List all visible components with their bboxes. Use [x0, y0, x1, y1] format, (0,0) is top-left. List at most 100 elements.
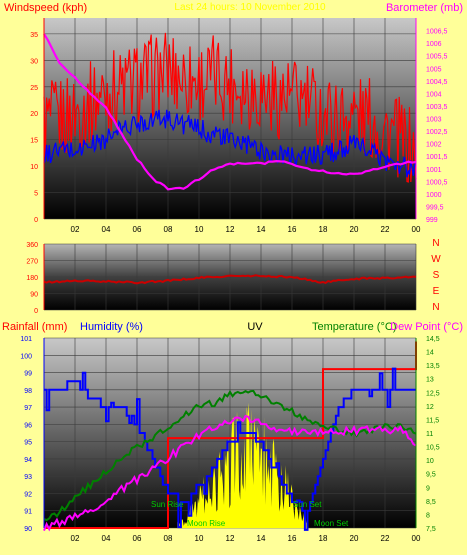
rainfall-axis-label: Rainfall (mm) [2, 321, 67, 333]
sun-set-annotation: Sun Set [293, 500, 322, 509]
average-speed-line [43, 109, 417, 178]
compass-label: W [431, 254, 441, 265]
temperature-y-tick-label: 8,5 [426, 499, 436, 506]
moon-set-annotation: Moon Set [314, 519, 349, 528]
dewpoint-axis-label: Dew Point (°C) [390, 321, 463, 333]
barometer-axis-label: Barometer (mb) [386, 2, 463, 14]
barometer-y-tick-label: 1004 [426, 91, 442, 98]
humidity-x-tick-label: 08 [164, 534, 173, 543]
direction-y-tick-label: 270 [26, 259, 38, 266]
humidity-x-tick-label: 18 [319, 534, 328, 543]
wind-y-tick-label: 25 [30, 85, 38, 92]
temperature-y-tick-label: 9 [426, 485, 430, 492]
humidity-line [44, 367, 416, 531]
humidity-x-tick-label: 06 [133, 534, 142, 543]
barometer-y-tick-label: 1002 [426, 142, 442, 149]
humidity-y-tick-label: 101 [20, 336, 32, 343]
wind-x-ticks: 02 04 06 08 10 12 14 16 18 20 22 00 [71, 225, 421, 234]
temperature-y-tick-label: 14 [426, 350, 434, 357]
temperature-y-tick-label: 11 [426, 431, 433, 438]
moon-rise-annotation: Moon Rise [187, 519, 226, 528]
direction-series [43, 274, 417, 285]
windspeed-axis-label: Windspeed (kph) [4, 2, 87, 14]
compass-label: N [432, 238, 439, 249]
temperature-y-tick-label: 13,5 [426, 363, 440, 370]
barometer-y-tick-label: 1001,5 [426, 154, 448, 161]
humidity-y-ticks: 90 91 92 93 94 95 96 97 98 99 100 101 [20, 336, 32, 533]
wind-direction-line [43, 274, 417, 285]
wind-series [43, 32, 417, 191]
humidity-x-tick-label: 04 [102, 534, 111, 543]
barometer-y-tick-label: 1003,5 [426, 104, 448, 111]
humidity-x-tick-label: 02 [71, 534, 80, 543]
wind-x-tick-label: 22 [381, 225, 390, 234]
barometer-y-tick-label: 1006,5 [426, 29, 448, 36]
barometer-y-tick-label: 999,5 [426, 204, 444, 211]
astro-annotations: Sun Rise Sun Set Moon Rise Moon Set [151, 500, 349, 528]
compass-label: E [433, 286, 440, 297]
compass-label: N [432, 302, 439, 313]
temperature-line [43, 389, 417, 522]
wind-x-tick-label: 08 [164, 225, 173, 234]
wind-x-tick-label: 04 [102, 225, 111, 234]
humidity-axis-label: Humidity (%) [80, 321, 143, 333]
barometer-y-tick-label: 1002,5 [426, 129, 448, 136]
wind-y-tick-label: 5 [34, 191, 38, 198]
sun-rise-annotation: Sun Rise [151, 500, 184, 509]
humidity-y-tick-label: 93 [24, 474, 32, 481]
humidity-y-tick-label: 98 [24, 388, 32, 395]
temperature-y-tick-label: 12,5 [426, 390, 440, 397]
humidity-x-tick-label: 20 [350, 534, 359, 543]
barometer-y-ticks: 999 999,5 1000 1000,5 1001 1001,5 1002 1002,5 10… [426, 29, 448, 224]
compass-label: S [433, 270, 440, 281]
uv-axis-label: UV [247, 321, 263, 333]
temperature-y-tick-label: 11,5 [426, 417, 439, 424]
direction-y-tick-label: 180 [26, 275, 38, 282]
wind-x-tick-label: 02 [71, 225, 80, 234]
direction-y-ticks: 0 90 180 270 360 [26, 242, 38, 315]
wind-x-tick-label: 16 [288, 225, 297, 234]
wind-y-tick-label: 0 [34, 217, 38, 224]
barometer-y-tick-label: 1003 [426, 117, 442, 124]
barometer-y-tick-label: 1001 [426, 167, 442, 174]
humidity-y-tick-label: 100 [20, 353, 32, 360]
temperature-y-tick-label: 8 [426, 512, 430, 519]
wind-x-tick-label: 14 [257, 225, 266, 234]
humidity-y-tick-label: 96 [24, 422, 32, 429]
humidity-x-tick-label: 16 [288, 534, 297, 543]
barometer-y-tick-label: 1005 [426, 66, 442, 73]
wind-y-tick-label: 10 [30, 164, 38, 171]
barometer-y-tick-label: 999 [426, 217, 438, 224]
wind-x-tick-label: 20 [350, 225, 359, 234]
wind-y-tick-label: 20 [30, 111, 38, 118]
temperature-y-tick-label: 13 [426, 377, 434, 384]
direction-y-tick-label: 0 [34, 308, 38, 315]
gust-speed-line [43, 32, 417, 183]
humidity-y-tick-label: 97 [24, 405, 32, 412]
temperature-y-ticks: 7,5 8 8,5 9 9,5 10 10,5 11 11,5 12 12,5 13 13,5 14 14,… [426, 336, 440, 533]
wind-x-tick-label: 06 [133, 225, 142, 234]
humidity-x-tick-label: 22 [381, 534, 390, 543]
wind-x-tick-label: 10 [195, 225, 204, 234]
wind-x-tick-label: 12 [226, 225, 235, 234]
barometer-y-tick-label: 1000,5 [426, 179, 448, 186]
barometer-line [43, 33, 417, 191]
humidity-y-tick-label: 94 [24, 457, 32, 464]
temperature-y-tick-label: 10 [426, 458, 434, 465]
wind-x-tick-label: 00 [412, 225, 421, 234]
temperature-y-tick-label: 14,5 [426, 336, 440, 343]
temperature-y-tick-label: 10,5 [426, 445, 440, 452]
humidity-y-tick-label: 92 [24, 491, 32, 498]
humidity-y-tick-label: 99 [24, 371, 32, 378]
humidity-x-tick-label: 10 [195, 534, 204, 543]
humidity-y-tick-label: 95 [24, 440, 32, 447]
humidity-series [43, 341, 417, 532]
wind-x-tick-label: 18 [319, 225, 328, 234]
humidity-x-ticks: 02 04 06 08 10 12 14 16 18 20 22 00 [71, 534, 421, 543]
humidity-x-tick-label: 00 [412, 534, 421, 543]
direction-gridlines [44, 243, 417, 311]
humidity-y-tick-label: 91 [24, 509, 32, 516]
uv-area [177, 402, 308, 528]
barometer-y-tick-label: 1006 [426, 41, 442, 48]
